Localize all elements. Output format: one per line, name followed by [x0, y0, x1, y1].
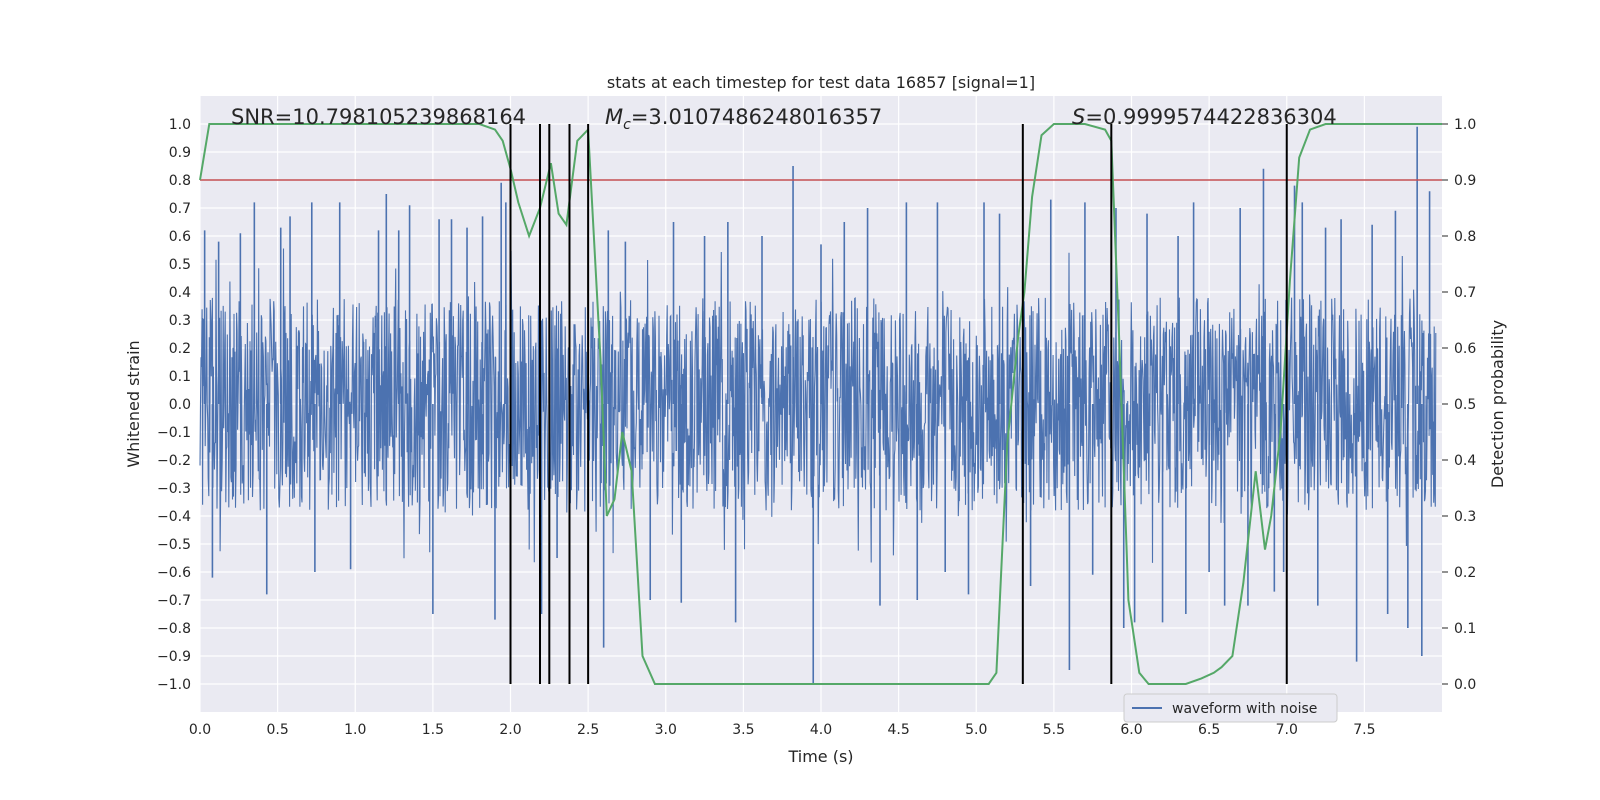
x-axis-ticks: 0.0 0.5 1.0 1.5 2.0 2.5 3.0 3.5 4.0 4.5 5.0 5.5 6.0 6… — [189, 722, 1376, 738]
strain-line — [199, 248, 1437, 563]
y-axis-left-ticks: 1.0 0.9 0.8 0.7 0.6 0.5 0.4 0.3 0.2 0.1 0.0 −0.1 −0.… — [157, 117, 191, 693]
y-right-tick-label: 0.7 — [1454, 285, 1476, 301]
y-left-tick-label: −0.5 — [157, 537, 191, 553]
y-right-tick-label: 0.2 — [1454, 565, 1476, 581]
x-tick-label: 7.0 — [1276, 722, 1298, 738]
y-left-tick-label: 0.2 — [169, 341, 191, 357]
x-tick-label: 2.0 — [499, 722, 521, 738]
x-tick-label: 1.5 — [422, 722, 444, 738]
x-tick-label: 6.0 — [1120, 722, 1142, 738]
probability-line — [199, 123, 1442, 685]
x-tick-label: 7.5 — [1353, 722, 1375, 738]
x-tick-label: 2.5 — [577, 722, 599, 738]
y-right-tick-label: 0.1 — [1454, 621, 1476, 637]
score-annotation: S=0.9999574422836304 — [1072, 105, 1337, 129]
y-axis-right-ticks: 1.0 0.9 0.8 0.7 0.6 0.5 0.4 0.3 0.2 0.1 0.0 — [1442, 117, 1476, 693]
chirp-mass-value: =3.0107486248016357 — [631, 105, 882, 129]
y-left-tick-label: 0.4 — [169, 285, 191, 301]
y-right-tick-label: 0.6 — [1454, 341, 1476, 357]
y-right-tick-label: 1.0 — [1454, 117, 1476, 133]
legend-box — [1123, 693, 1338, 723]
y-left-tick-label: 0.1 — [169, 369, 191, 385]
snr-annotation: SNR=10.798105239868164 — [231, 105, 526, 129]
x-tick-label: 1.0 — [344, 722, 366, 738]
chirp-mass-subscript: c — [623, 117, 631, 133]
y-left-tick-label: −0.8 — [157, 621, 191, 637]
chart-title: stats at each timestep for test data 168… — [607, 73, 1035, 92]
y-right-tick-label: 0.4 — [1454, 453, 1476, 469]
x-tick-label: 0.0 — [189, 722, 211, 738]
y-left-tick-label: 1.0 — [169, 117, 191, 133]
y-left-tick-label: 0.6 — [169, 229, 191, 245]
legend: waveform with noise — [1123, 693, 1338, 723]
score-value: =0.9999574422836304 — [1085, 105, 1336, 129]
legend-entry: waveform with noise — [1172, 701, 1317, 717]
y-axis-left-label: Whitened strain — [124, 340, 143, 467]
y-right-tick-label: 0.0 — [1454, 677, 1476, 693]
y-left-tick-label: 0.7 — [169, 201, 191, 217]
x-tick-label: 5.5 — [1043, 722, 1065, 738]
y-left-tick-label: −0.7 — [157, 593, 191, 609]
y-left-tick-label: −0.2 — [157, 453, 191, 469]
x-tick-label: 6.5 — [1198, 722, 1220, 738]
x-tick-label: 4.5 — [887, 722, 909, 738]
probability-series — [199, 123, 1442, 685]
chirp-mass-annotation: Mc=3.0107486248016357 — [605, 105, 882, 133]
y-right-tick-label: 0.9 — [1454, 173, 1476, 189]
strain-peaks — [203, 126, 1431, 684]
x-tick-label: 3.0 — [655, 722, 677, 738]
score-symbol: S — [1072, 105, 1085, 129]
y-left-tick-label: −0.9 — [157, 649, 191, 665]
y-right-tick-label: 0.5 — [1454, 397, 1476, 413]
y-left-tick-label: −0.6 — [157, 565, 191, 581]
x-axis-label: Time (s) — [787, 747, 853, 766]
y-left-tick-label: 0.8 — [169, 173, 191, 189]
chirp-mass-symbol: M — [605, 105, 623, 129]
y-left-tick-label: −0.4 — [157, 509, 191, 525]
y-right-tick-label: 0.8 — [1454, 229, 1476, 245]
y-left-tick-label: −1.0 — [157, 677, 191, 693]
y-right-tick-label: 0.3 — [1454, 509, 1476, 525]
x-tick-label: 4.0 — [810, 722, 832, 738]
strain-series — [199, 248, 1437, 563]
x-tick-label: 3.5 — [732, 722, 754, 738]
y-left-tick-label: 0.5 — [169, 257, 191, 273]
x-tick-label: 0.5 — [266, 722, 288, 738]
y-left-tick-label: 0.3 — [169, 313, 191, 329]
x-tick-label: 5.0 — [965, 722, 987, 738]
y-left-tick-label: 0.9 — [169, 145, 191, 161]
y-left-tick-label: 0.0 — [169, 397, 191, 413]
y-left-tick-label: −0.3 — [157, 481, 191, 497]
y-left-tick-label: −0.1 — [157, 425, 191, 441]
vertical-markers — [509, 124, 1288, 684]
y-axis-right-label: Detection probability — [1488, 320, 1507, 488]
